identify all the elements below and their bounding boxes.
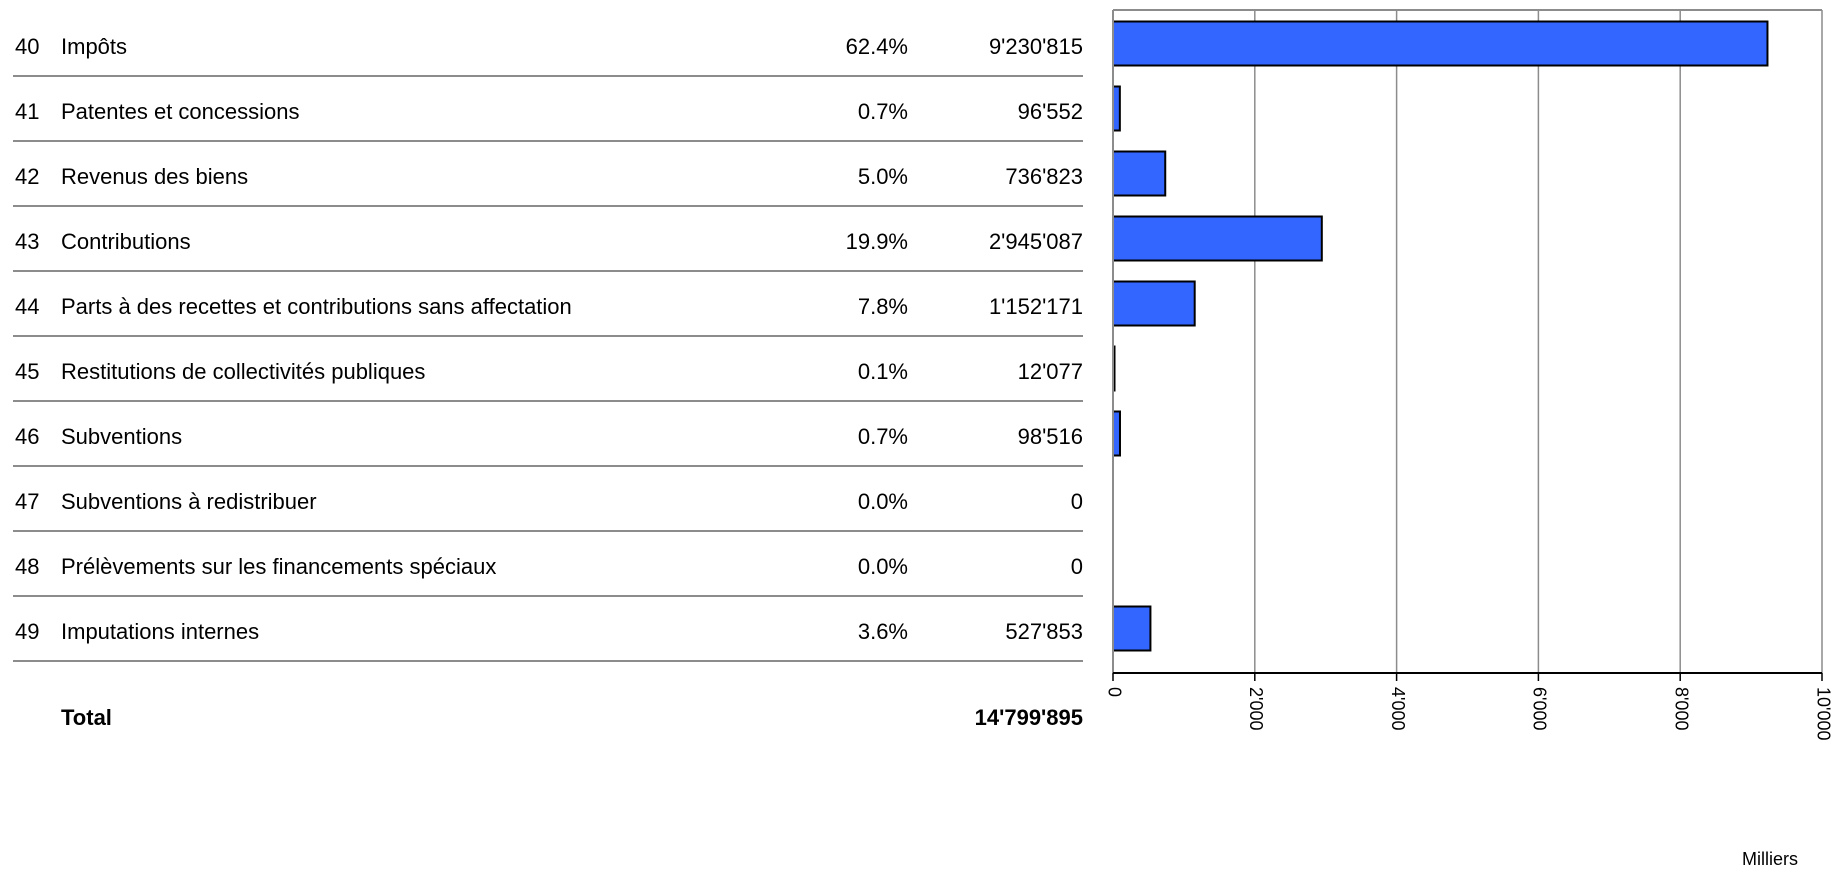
row-label: Revenus des biens <box>61 164 249 189</box>
row-percent: 7.8% <box>857 294 908 319</box>
row-amount: 98'516 <box>1017 424 1083 449</box>
x-tick-label: 10'000 <box>1813 687 1833 741</box>
row-code: 43 <box>15 229 40 254</box>
bar-46 <box>1112 410 1121 457</box>
x-tick-label: 4'000 <box>1388 687 1408 730</box>
row-label: Subventions <box>61 424 183 449</box>
row-code: 42 <box>15 164 40 189</box>
total-row: Total 14'799'895 <box>13 705 1083 735</box>
x-tick-label: 6'000 <box>1530 687 1550 730</box>
row-percent: 62.4% <box>845 34 908 59</box>
row-label: Impôts <box>61 34 128 59</box>
row-code: 49 <box>15 619 40 644</box>
bar-44 <box>1112 280 1196 327</box>
table-row: 41 Patentes et concessions 0.7% 96'552 <box>13 77 1083 142</box>
row-percent: 0.1% <box>857 359 908 384</box>
revenue-table: 40 Impôts 62.4% 9'230'815 41 Patentes et conc… <box>13 12 1083 662</box>
row-percent: 0.7% <box>857 99 908 124</box>
row-code: 48 <box>15 554 40 579</box>
row-code: 45 <box>15 359 40 384</box>
row-label: Restitutions de collectivités publiques <box>61 359 426 384</box>
row-label: Imputations internes <box>61 619 260 644</box>
table-row: 45 Restitutions de collectivités publique… <box>13 337 1083 402</box>
x-tick-label: 2'000 <box>1246 687 1266 730</box>
bar-49 <box>1112 605 1152 652</box>
row-amount: 736'823 <box>1005 164 1083 189</box>
row-label: Prélèvements sur les financements spécia… <box>61 554 497 579</box>
row-percent: 0.0% <box>857 489 908 514</box>
row-amount: 0 <box>1070 554 1083 579</box>
row-label: Parts à des recettes et contributions sa… <box>61 294 572 319</box>
row-code: 40 <box>15 34 40 59</box>
bar-42 <box>1112 150 1167 197</box>
row-amount: 12'077 <box>1017 359 1083 384</box>
total-amount: 14'799'895 <box>974 705 1083 730</box>
row-amount: 2'945'087 <box>988 229 1083 254</box>
x-tick-label: 8'000 <box>1671 687 1691 730</box>
table-row: 43 Contributions 19.9% 2'945'087 <box>13 207 1083 272</box>
x-axis-unit-label: Milliers <box>1742 849 1798 869</box>
row-amount: 9'230'815 <box>988 34 1083 59</box>
x-tick-label: 0 <box>1104 687 1124 697</box>
row-amount: 1'152'171 <box>988 294 1083 319</box>
table-row: 44 Parts à des recettes et contributions … <box>13 272 1083 337</box>
row-percent: 3.6% <box>857 619 908 644</box>
bar-43 <box>1112 215 1323 262</box>
row-amount: 96'552 <box>1017 99 1083 124</box>
row-label: Subventions à redistribuer <box>61 489 317 514</box>
row-amount: 527'853 <box>1005 619 1083 644</box>
row-percent: 19.9% <box>845 229 908 254</box>
row-code: 41 <box>15 99 40 124</box>
row-percent: 5.0% <box>857 164 908 189</box>
row-label: Patentes et concessions <box>61 99 300 124</box>
row-percent: 0.0% <box>857 554 908 579</box>
table-row: 46 Subventions 0.7% 98'516 <box>13 402 1083 467</box>
total-label: Total <box>61 705 112 730</box>
row-percent: 0.7% <box>857 424 908 449</box>
row-code: 44 <box>15 294 40 319</box>
bar-40 <box>1112 20 1769 67</box>
row-code: 46 <box>15 424 40 449</box>
row-amount: 0 <box>1070 489 1083 514</box>
table-row: 40 Impôts 62.4% 9'230'815 <box>13 12 1083 77</box>
row-code: 47 <box>15 489 40 514</box>
table-row: 42 Revenus des biens 5.0% 736'823 <box>13 142 1083 207</box>
table-row: 47 Subventions à redistribuer 0.0% 0 <box>13 467 1083 532</box>
row-label: Contributions <box>61 229 191 254</box>
table-row: 48 Prélèvements sur les financements spéc… <box>13 532 1083 597</box>
table-row: 49 Imputations internes 3.6% 527'853 <box>13 597 1083 662</box>
bar-41 <box>1112 85 1121 132</box>
